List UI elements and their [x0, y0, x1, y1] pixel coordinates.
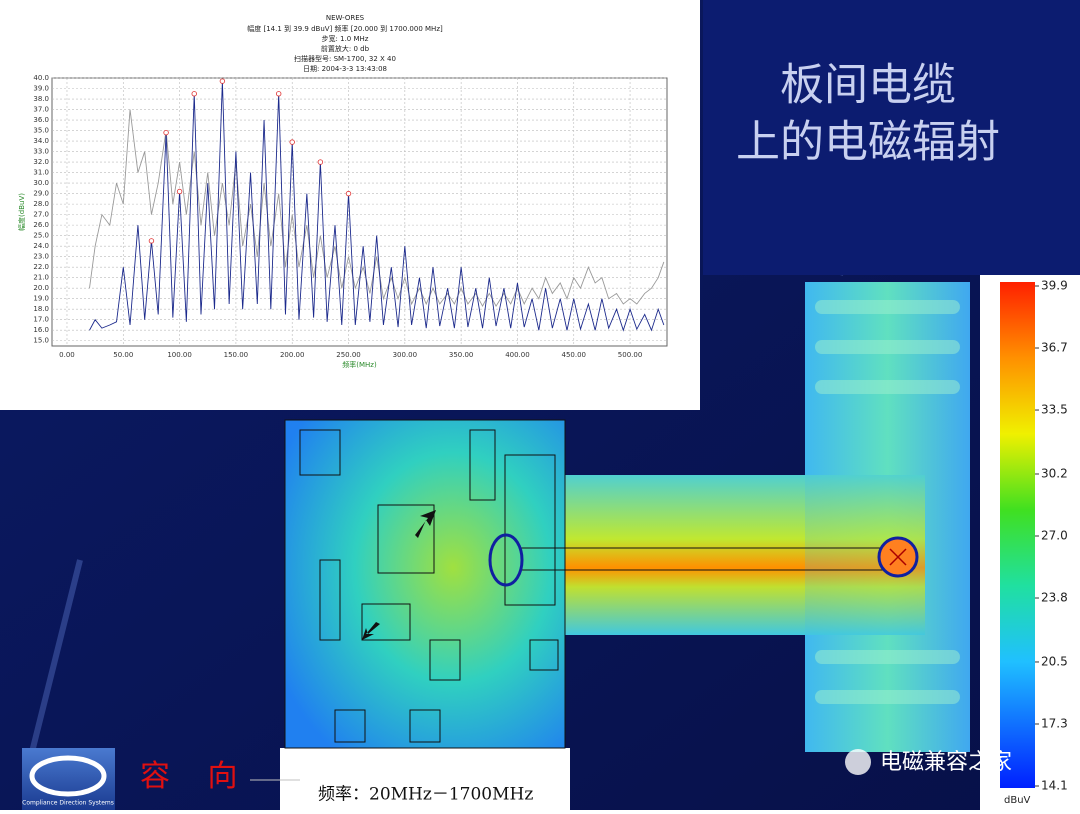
y-tick-label: 21.0: [33, 274, 49, 282]
colorbar-label: 14.1: [1041, 779, 1068, 793]
x-tick-label: 250.00: [336, 351, 361, 359]
y-tick-label: 26.0: [33, 221, 49, 229]
chart-subtitle: 步宽: 1.0 MHz: [322, 34, 369, 43]
y-tick-label: 18.0: [33, 305, 49, 313]
colorbar-label: 39.9: [1041, 279, 1068, 293]
chart-subtitle: 幅度 [14.1 到 39.9 dBuV] 频率 [20.000 到 1700.…: [247, 24, 443, 33]
colorbar-label: 33.5: [1041, 403, 1068, 417]
y-tick-label: 39.0: [33, 85, 49, 93]
spectrum-chart: NEW-ORES 幅度 [14.1 到 39.9 dBuV] 频率 [20.000…: [17, 14, 668, 369]
peak-marker: [317, 159, 324, 165]
y-tick-label: 22.0: [33, 263, 49, 271]
colorbar-label: 27.0: [1041, 529, 1068, 543]
peak-marker: [163, 129, 169, 136]
x-tick-label: 500.00: [618, 351, 643, 359]
chart-title: NEW-ORES: [326, 14, 365, 22]
colorbar: [1000, 282, 1035, 788]
series-line: [89, 109, 665, 308]
board-pattern: [815, 300, 960, 704]
footer-white: [280, 748, 570, 810]
y-tick-label: 25.0: [33, 232, 49, 240]
y-tick-label: 31.0: [33, 169, 49, 177]
y-tick-label: 16.0: [33, 326, 49, 334]
peak-marker: [191, 91, 197, 97]
company: 容 向: [140, 759, 252, 794]
colorbar-label: 36.7: [1041, 341, 1068, 355]
peak-marker: [275, 91, 282, 97]
frequency: 频率：20MHz－1700MHz: [318, 785, 533, 805]
x-axis-label: 频率(MHz): [342, 360, 377, 369]
x-tick-label: 400.00: [505, 351, 530, 359]
pcb-arrows: [362, 510, 436, 640]
logo-mark: [29, 755, 107, 797]
x-tick-label: 0.00: [59, 351, 75, 359]
y-tick-label: 17.0: [33, 316, 49, 324]
y-tick-label: 24.0: [33, 242, 49, 250]
x-tick-label: 350.00: [449, 351, 474, 359]
peak-marker: [345, 190, 352, 197]
colorbar-label: 30.2: [1041, 466, 1068, 480]
peak-marker: [148, 238, 155, 244]
colorbar-label: 17.3: [1041, 716, 1068, 730]
watermark: 电磁兼容之家: [880, 750, 1012, 775]
plot-area: [51, 77, 668, 347]
hotspot-cross: [889, 548, 907, 566]
logo-caption: Compliance Direction Systems: [22, 800, 114, 807]
watermark-icon: [845, 749, 871, 775]
y-tick-label: 33.0: [33, 148, 49, 156]
colorbar-label: 20.5: [1041, 654, 1068, 668]
source-marker: [488, 533, 524, 587]
series-line: [89, 81, 665, 332]
y-tick-label: 38.0: [33, 95, 49, 103]
title-panel: [703, 0, 1080, 275]
y-tick-label: 20.0: [33, 284, 49, 292]
y-tick-label: 19.0: [33, 295, 49, 303]
x-tick-label: 300.00: [393, 351, 418, 359]
y-tick-label: 34.0: [33, 137, 49, 145]
chart-subtitle: 前置放大: 0 db: [321, 44, 370, 53]
pcb-heatmap: [285, 420, 565, 748]
x-tick-label: 150.00: [224, 351, 249, 359]
peak-marker: [176, 188, 183, 195]
chart-subtitle: 扫描器型号: SM-1700, 32 X 40: [294, 54, 396, 63]
pcb-outline: [284, 419, 566, 749]
y-tick-label: 40.0: [33, 74, 49, 82]
peak-marker: [289, 139, 295, 145]
y-tick-label: 36.0: [33, 116, 49, 124]
y-tick-label: 32.0: [33, 158, 49, 166]
slide-title: 上的电磁辐射: [736, 117, 1000, 168]
y-axis-label: 幅度(dBuV): [17, 193, 26, 231]
colorbar-unit: dBuV: [1004, 795, 1031, 806]
y-tick-label: 28.0: [33, 200, 49, 208]
y-tick-label: 35.0: [33, 127, 49, 135]
y-tick-label: 29.0: [33, 190, 49, 198]
cable-heatmap: [560, 475, 805, 635]
slide-title: 板间电缆: [780, 60, 956, 111]
x-tick-label: 450.00: [562, 351, 587, 359]
colorbar-label: 23.8: [1041, 591, 1068, 605]
y-tick-label: 23.0: [33, 253, 49, 261]
x-tick-label: 200.00: [280, 351, 305, 359]
x-tick-label: 50.00: [113, 351, 133, 359]
y-tick-label: 27.0: [33, 211, 49, 219]
y-tick-label: 30.0: [33, 179, 49, 187]
chart-subtitle: 日期: 2004-3-3 13:43:08: [303, 65, 387, 73]
peak-marker: [219, 78, 226, 84]
x-tick-label: 100.00: [167, 351, 192, 359]
y-tick-label: 15.0: [33, 337, 49, 345]
y-tick-label: 37.0: [33, 106, 49, 114]
